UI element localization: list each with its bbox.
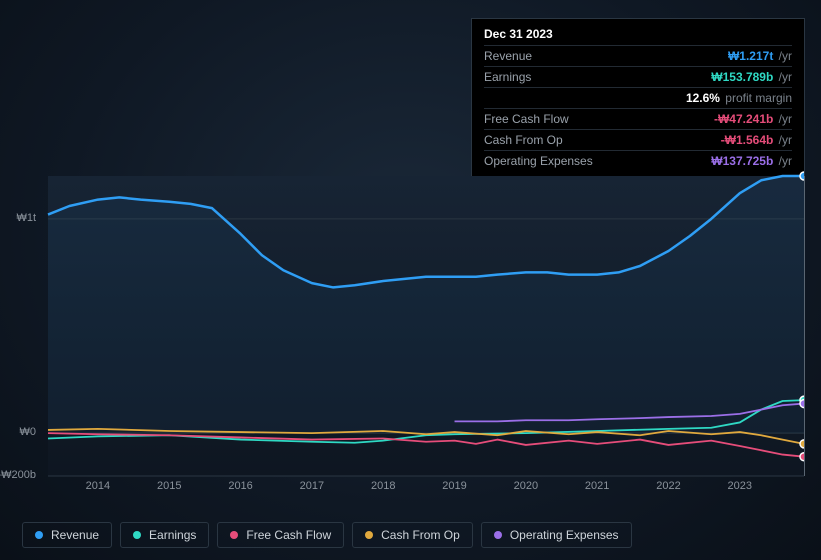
legend-dot-icon [35, 531, 43, 539]
legend-dot-icon [133, 531, 141, 539]
tooltip-value: 12.6% profit margin [686, 91, 792, 105]
tooltip-row: Revenue ₩1.217t /yr [484, 45, 792, 66]
y-axis-label: -₩200b [0, 469, 36, 481]
x-axis-label: 2020 [514, 480, 538, 492]
tooltip-value: ₩153.789b /yr [711, 70, 792, 84]
legend-item-earnings[interactable]: Earnings [120, 522, 209, 548]
tooltip-label: Earnings [484, 70, 531, 84]
legend-item-operating-expenses[interactable]: Operating Expenses [481, 522, 632, 548]
chart-svg [18, 158, 804, 488]
tooltip-value: ₩1.217t /yr [728, 49, 792, 63]
x-axis-label: 2014 [86, 480, 110, 492]
hover-guideline [804, 176, 805, 476]
y-axis-label: ₩0 [0, 426, 36, 438]
y-axis-label: ₩1t [0, 212, 36, 224]
x-axis-label: 2016 [228, 480, 252, 492]
legend-dot-icon [365, 531, 373, 539]
legend: Revenue Earnings Free Cash Flow Cash From O… [22, 522, 632, 548]
x-axis-label: 2018 [371, 480, 395, 492]
legend-label: Free Cash Flow [246, 528, 331, 542]
tooltip-row: Free Cash Flow -₩47.241b /yr [484, 108, 792, 129]
x-axis-label: 2019 [442, 480, 466, 492]
tooltip-date: Dec 31 2023 [484, 27, 792, 45]
legend-item-revenue[interactable]: Revenue [22, 522, 112, 548]
tooltip-row: Cash From Op -₩1.564b /yr [484, 129, 792, 150]
legend-label: Earnings [149, 528, 196, 542]
x-axis-label: 2023 [728, 480, 752, 492]
legend-dot-icon [494, 531, 502, 539]
legend-label: Cash From Op [381, 528, 460, 542]
chart-tooltip: Dec 31 2023 Revenue ₩1.217t /yr Earnings ₩1… [471, 18, 805, 180]
tooltip-label: Revenue [484, 49, 532, 63]
legend-item-cash-from-op[interactable]: Cash From Op [352, 522, 473, 548]
x-axis-label: 2017 [300, 480, 324, 492]
tooltip-row: Earnings ₩153.789b /yr [484, 66, 792, 87]
financials-chart[interactable]: ₩1t₩0-₩200b 2014201520162017201820192020… [18, 158, 804, 488]
x-axis-label: 2015 [157, 480, 181, 492]
tooltip-label: Cash From Op [484, 133, 563, 147]
legend-item-free-cash-flow[interactable]: Free Cash Flow [217, 522, 344, 548]
tooltip-row: 12.6% profit margin [484, 87, 792, 108]
legend-label: Revenue [51, 528, 99, 542]
legend-label: Operating Expenses [510, 528, 619, 542]
x-axis-label: 2021 [585, 480, 609, 492]
tooltip-value: -₩1.564b /yr [721, 133, 792, 147]
tooltip-label: Free Cash Flow [484, 112, 569, 126]
legend-dot-icon [230, 531, 238, 539]
tooltip-value: -₩47.241b /yr [714, 112, 792, 126]
x-axis-label: 2022 [656, 480, 680, 492]
